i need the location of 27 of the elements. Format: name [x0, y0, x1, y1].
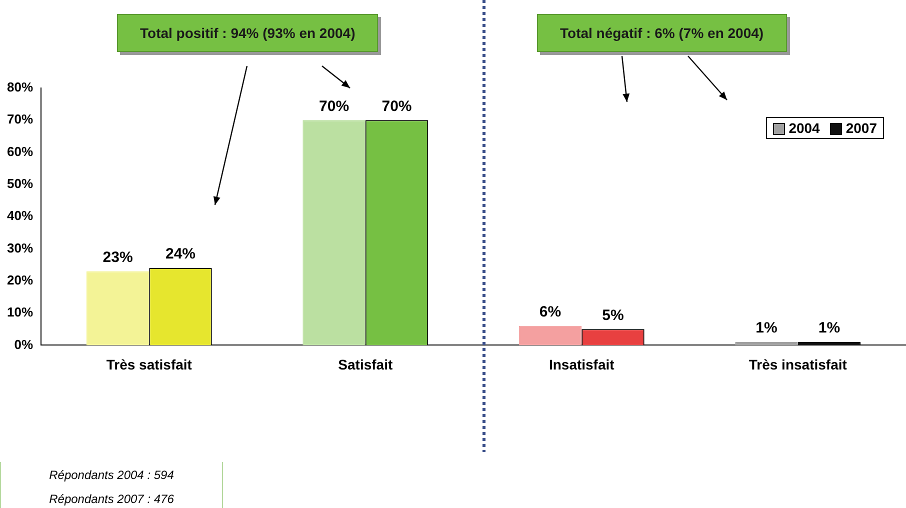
x-tick-label: Insatisfait: [548, 356, 615, 372]
legend-label: 2004: [788, 120, 820, 136]
y-tick-label: 0%: [14, 336, 34, 352]
y-tick-label: 10%: [6, 304, 34, 320]
y-tick-label: 40%: [6, 208, 34, 224]
y-tick-label: 80%: [6, 80, 34, 95]
x-tick-label: Très insatisfait: [748, 356, 848, 372]
y-tick-label: 70%: [6, 112, 34, 127]
text: Total positif : 94% (93% en 2004): [117, 14, 378, 52]
y-tick-label: 20%: [6, 272, 34, 288]
text: 23%: [102, 248, 133, 266]
y-tick-label: 30%: [6, 240, 34, 256]
text: 1%: [756, 320, 778, 337]
legend-label: 2007: [844, 120, 877, 136]
text: 70%: [382, 98, 412, 115]
text: 70%: [319, 98, 350, 115]
text: 24%: [165, 246, 196, 263]
y-tick-label: 60%: [6, 144, 34, 159]
text: 1%: [818, 320, 840, 337]
text: Répondants 2004 : 594: [0, 462, 223, 486]
x-tick-label: Très satisfait: [106, 356, 192, 372]
text: Total négatif : 6% (7% en 2004): [537, 14, 787, 52]
x-tick-label: Satisfait: [338, 356, 393, 372]
text: 5%: [602, 306, 624, 324]
text: Répondants 2007 : 476: [0, 486, 223, 508]
text: 6%: [539, 304, 562, 321]
y-tick-label: 50%: [6, 176, 34, 192]
